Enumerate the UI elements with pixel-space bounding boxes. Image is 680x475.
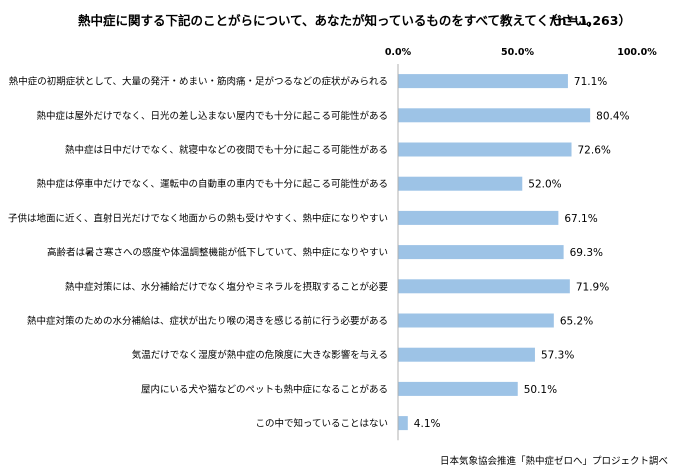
x-tick-label: 0.0% <box>385 47 412 58</box>
value-label: 69.3% <box>570 247 603 259</box>
category-label: 熱中症対策のための水分補給は、症状が出たり喉の渇きを感じる前に行う必要がある <box>27 315 388 327</box>
sample-size: （n＝1,263） <box>545 13 631 28</box>
category-label: 気温だけでなく湿度が熱中症の危険度に大きな影響を与える <box>132 349 388 361</box>
value-label: 52.0% <box>528 179 561 191</box>
value-label: 80.4% <box>596 110 629 122</box>
chart-title: 熱中症に関する下記のことがらについて、あなたが知っているものをすべて教えてくださ… <box>78 13 599 28</box>
value-label: 4.1% <box>414 418 441 430</box>
value-label: 67.1% <box>564 213 597 225</box>
bar <box>398 279 570 294</box>
category-label: 子供は地面に近く、直射日光だけでなく地面からの熱も受けやすく、熱中症になりやすい <box>8 212 388 224</box>
bar <box>398 210 559 225</box>
source-note: 日本気象協会推進「熱中症ゼロへ」プロジェクト調べ <box>440 455 668 467</box>
bar <box>398 347 535 362</box>
x-tick-label: 100.0% <box>617 47 657 58</box>
value-label: 57.3% <box>541 350 574 362</box>
bar <box>398 245 564 260</box>
x-tick-label: 50.0% <box>501 47 534 58</box>
category-label: 熱中症は屋外だけでなく、日光の差し込まない屋内でも十分に起こる可能性がある <box>36 110 388 122</box>
category-label: 熱中症は日中だけでなく、就寝中などの夜間でも十分に起こる可能性がある <box>65 144 388 156</box>
value-label: 50.1% <box>524 384 557 396</box>
category-label: 高齢者は暑さ寒さへの感度や体温調整機能が低下していて、熱中症になりやすい <box>47 247 388 259</box>
bar <box>398 108 591 123</box>
category-label: この中で知っていることはない <box>255 418 388 430</box>
category-label: 熱中症は停車中だけでなく、運転中の自動車の車内でも十分に起こる可能性がある <box>36 178 388 190</box>
bar <box>398 381 518 396</box>
category-label: 屋内にいる犬や猫などのペットも熱中症になることがある <box>141 383 388 395</box>
bar <box>398 142 572 157</box>
value-label: 71.9% <box>576 281 609 293</box>
bar <box>398 74 568 89</box>
bar <box>398 416 408 431</box>
category-label: 熱中症の初期症状として、大量の発汗・めまい・筋肉痛・足がつるなどの症状がみられる <box>9 76 388 88</box>
x-axis-ticks: 0.0% 50.0% 100.0% <box>385 47 657 58</box>
value-label: 72.6% <box>578 145 611 157</box>
bar <box>398 313 554 328</box>
bars: 熱中症の初期症状として、大量の発汗・めまい・筋肉痛・足がつるなどの症状がみられる… <box>8 74 630 431</box>
value-label: 65.2% <box>560 316 593 328</box>
bar <box>398 176 523 191</box>
value-label: 71.1% <box>574 76 607 88</box>
category-label: 熱中症対策には、水分補給だけでなく塩分やミネラルを摂取することが必要 <box>65 281 388 293</box>
